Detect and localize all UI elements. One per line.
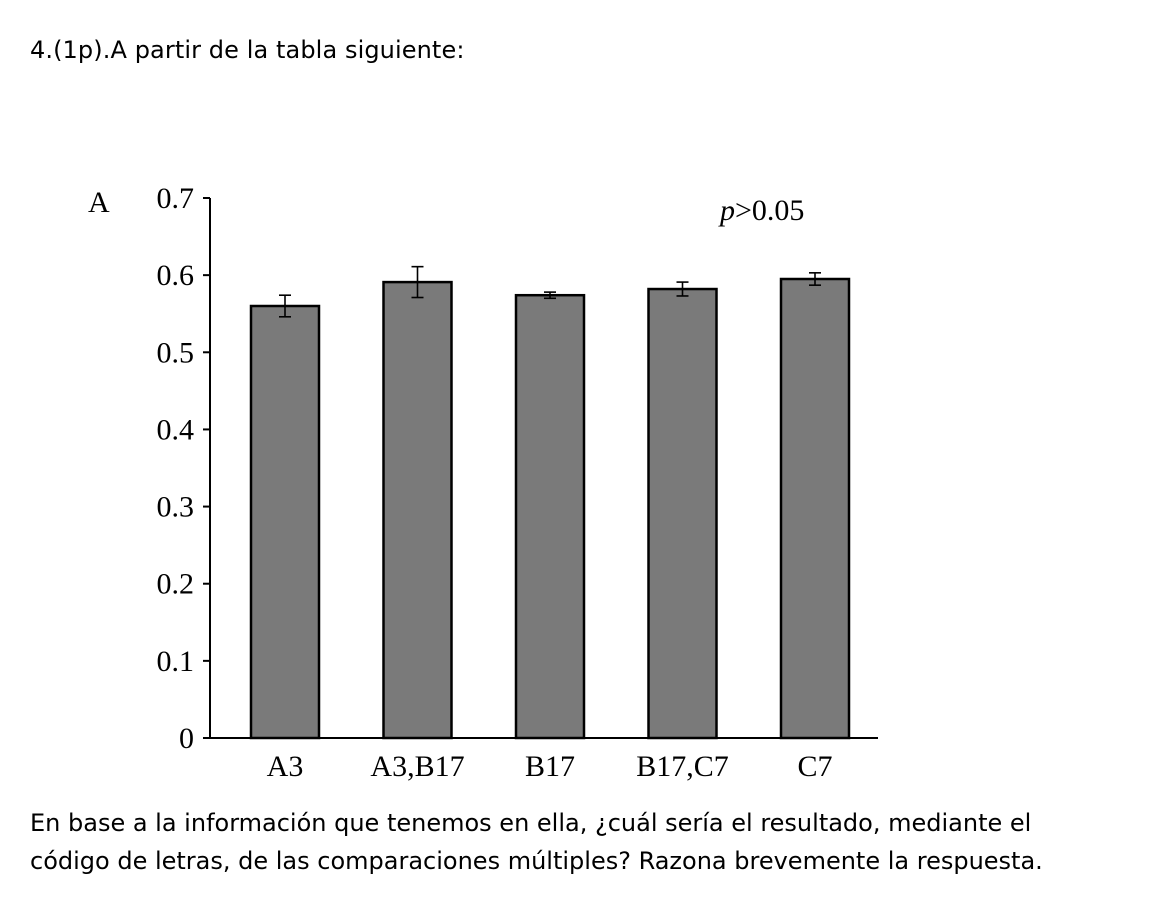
y-tick-label: 0.3 [157, 491, 195, 524]
x-tick-label: A3,B17 [370, 750, 464, 783]
y-tick-label: 0.1 [157, 645, 195, 678]
bar [647, 287, 718, 740]
bar [249, 304, 321, 740]
y-tick-label: 0 [179, 722, 194, 755]
x-tick-label: C7 [797, 750, 832, 783]
y-tick-label: 0.4 [157, 413, 195, 446]
significance-annotation: p>0.05 [718, 194, 804, 227]
bars-group [249, 265, 851, 740]
bar [779, 277, 851, 740]
question-title: 4.(1p).A partir de la tabla siguiente: [30, 36, 465, 64]
y-tick-label: 0.6 [157, 259, 195, 292]
bar [514, 293, 586, 740]
y-axis: 0 0.1 0.2 0.3 0.4 0.5 0.6 0.7 [157, 182, 211, 755]
x-tick-label: B17,C7 [636, 750, 729, 783]
panel-label: A [88, 186, 110, 219]
question-body-line-1: En base a la información que tenemos en … [30, 809, 1032, 837]
question-body-line-2: código de letras, de las comparaciones m… [30, 847, 1043, 875]
bar [382, 280, 453, 740]
question-body: En base a la información que tenemos en … [30, 804, 1130, 880]
x-tick-label: B17 [525, 750, 575, 783]
y-tick-label: 0.5 [157, 336, 195, 369]
y-tick-label: 0.7 [157, 182, 195, 215]
y-tick-label: 0.2 [157, 568, 195, 601]
x-tick-label: A3 [267, 750, 304, 783]
x-axis: A3 A3,B17 B17 B17,C7 C7 [210, 737, 878, 783]
